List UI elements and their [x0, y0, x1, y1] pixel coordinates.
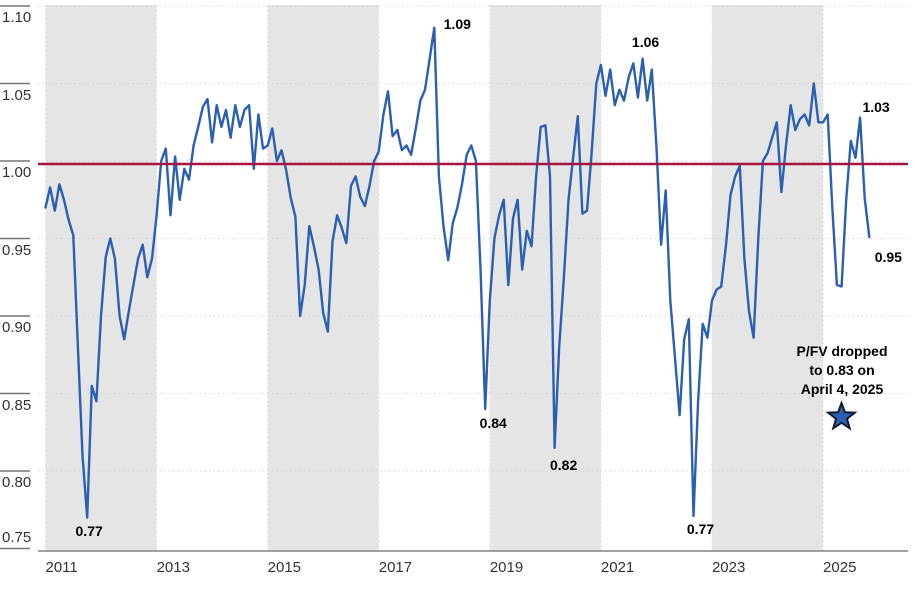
y-axis-label: 0.95: [2, 241, 32, 259]
y-axis-label: 1.05: [2, 86, 32, 104]
point-label: 1.06: [631, 33, 660, 50]
point-label: 0.95: [874, 248, 902, 265]
point-label: 1.03: [862, 98, 890, 115]
pfv-line: [44, 26, 871, 519]
y-axis-label: 0.80: [2, 474, 32, 491]
x-axis-label: 2023: [711, 559, 746, 576]
x-axis-label: 2011: [45, 559, 78, 576]
point-label: 0.84: [479, 415, 507, 431]
annotation-note-line-3: April 4, 2025: [800, 381, 884, 397]
annotation-note-line-1: P/FV dropped: [796, 343, 888, 359]
x-axis-label: 2019: [489, 559, 524, 576]
y-axis-label: 0.90: [2, 319, 32, 336]
point-label: 0.77: [75, 522, 103, 539]
star-icon: [825, 400, 858, 431]
year-band: [711, 5, 824, 551]
x-axis-label: 2015: [267, 559, 302, 576]
x-axis-label: 2021: [600, 559, 635, 576]
y-axis-label: 0.75: [2, 529, 32, 546]
point-label: 0.82: [549, 456, 578, 473]
y-axis-label: 1.00: [2, 164, 32, 181]
y-axis-label: 1.10: [2, 9, 32, 26]
x-axis-label: 2025: [823, 559, 857, 576]
y-axis-label: 0.85: [2, 396, 32, 414]
year-band: [267, 5, 379, 551]
annotation-note-line-2: to 0.83 on: [809, 362, 875, 378]
year-band: [45, 5, 157, 551]
annotation-note: P/FV dropped to 0.83 on April 4, 2025: [777, 342, 907, 399]
x-axis-label: 2013: [156, 559, 190, 576]
year-band: [489, 5, 601, 551]
point-label: 1.09: [443, 15, 471, 32]
point-label: 0.77: [686, 520, 715, 537]
x-axis-label: 2017: [378, 559, 413, 576]
